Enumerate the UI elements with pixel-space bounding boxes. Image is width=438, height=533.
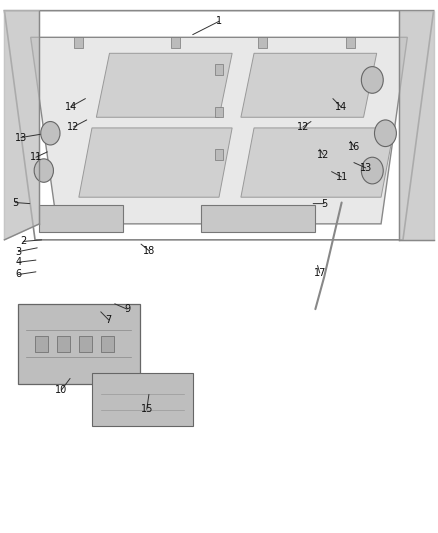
Polygon shape	[241, 128, 394, 197]
Text: 2: 2	[20, 237, 26, 246]
Text: 18: 18	[143, 246, 155, 255]
Bar	[215, 107, 223, 117]
Bar	[74, 37, 83, 48]
Text: 4: 4	[15, 257, 21, 267]
Text: 5: 5	[12, 198, 18, 207]
Circle shape	[361, 157, 383, 184]
Text: 14: 14	[335, 102, 347, 111]
Text: 6: 6	[15, 270, 21, 279]
Bar	[215, 149, 223, 160]
Polygon shape	[96, 53, 232, 117]
Text: 3: 3	[15, 247, 21, 256]
Text: 11: 11	[30, 152, 42, 162]
Polygon shape	[39, 205, 123, 232]
Text: 9: 9	[124, 304, 130, 314]
Text: 12: 12	[67, 122, 80, 132]
Bar	[171, 37, 180, 48]
Circle shape	[34, 159, 53, 182]
Text: 14: 14	[65, 102, 77, 111]
Circle shape	[374, 120, 396, 147]
Polygon shape	[241, 53, 377, 117]
Circle shape	[361, 67, 383, 93]
Circle shape	[41, 122, 60, 145]
Text: 11: 11	[336, 172, 348, 182]
Text: 10: 10	[55, 385, 67, 395]
Bar	[79, 336, 92, 352]
Text: 13: 13	[15, 133, 27, 142]
Bar	[258, 37, 267, 48]
Polygon shape	[399, 11, 434, 240]
Polygon shape	[31, 37, 407, 224]
Text: 12: 12	[297, 122, 309, 132]
Text: 5: 5	[321, 199, 327, 208]
Polygon shape	[18, 304, 140, 384]
Text: 15: 15	[141, 405, 153, 414]
Text: 16: 16	[348, 142, 360, 151]
Polygon shape	[79, 128, 232, 197]
Text: 12: 12	[317, 150, 329, 159]
Bar	[346, 37, 355, 48]
Polygon shape	[92, 373, 193, 426]
Text: 1: 1	[216, 17, 222, 26]
Text: 17: 17	[314, 268, 326, 278]
Text: 13: 13	[360, 163, 372, 173]
Bar	[35, 336, 48, 352]
Bar	[101, 336, 114, 352]
Bar	[57, 336, 70, 352]
Polygon shape	[201, 205, 315, 232]
Bar	[215, 64, 223, 75]
Polygon shape	[4, 11, 39, 240]
Text: 7: 7	[106, 315, 112, 325]
